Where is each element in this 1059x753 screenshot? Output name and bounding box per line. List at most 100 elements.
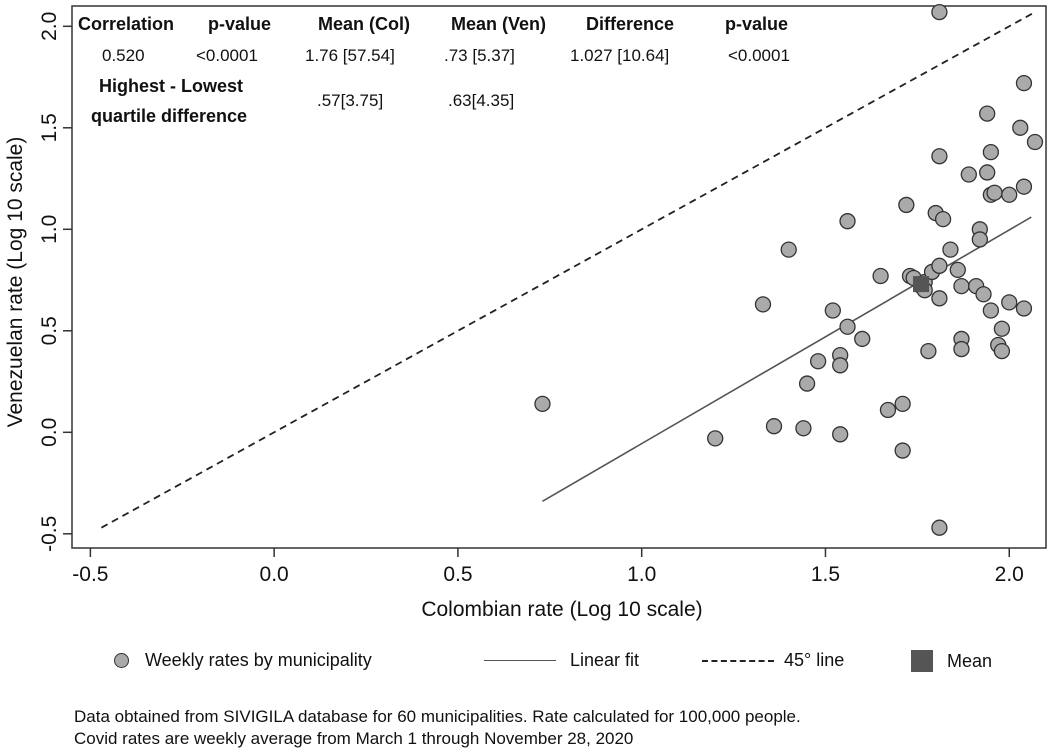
data-point bbox=[1001, 186, 1018, 203]
data-point bbox=[879, 401, 897, 419]
data-point bbox=[839, 213, 856, 230]
y-axis: -0.5 0.0 0.5 1.0 1.5 2.0 bbox=[38, 12, 72, 552]
data-point bbox=[979, 105, 996, 122]
footnote-line-2: Covid rates are weekly average from Marc… bbox=[74, 729, 634, 748]
data-point bbox=[1012, 119, 1029, 136]
data-point bbox=[795, 420, 812, 437]
solid-line-icon bbox=[484, 660, 556, 661]
data-point bbox=[920, 342, 937, 360]
quartile-label-line2: quartile difference bbox=[91, 106, 248, 126]
y-tick-label: 2.0 bbox=[38, 12, 61, 41]
square-marker-icon bbox=[911, 650, 933, 672]
data-point bbox=[707, 430, 724, 447]
legend-label-mean: Mean bbox=[947, 650, 993, 671]
quartile-value-col: .57[3.75] bbox=[317, 91, 384, 110]
data-point bbox=[934, 210, 952, 228]
scatter-chart: -0.50.00.51.01.52.0 -0.5 0.0 0.5 1.0 1.5 2.0 … bbox=[4, 3, 1047, 621]
footnotes: Data obtained from SIVIGILA database for… bbox=[74, 706, 801, 750]
reference-lines bbox=[100, 11, 1036, 529]
linear-fit-line bbox=[542, 216, 1032, 503]
dashed-line-icon bbox=[702, 659, 774, 662]
stat-header-correlation: Correlation bbox=[78, 14, 175, 34]
legend-label-fit: Linear fit bbox=[570, 650, 640, 670]
stat-header-p-value-2: p-value bbox=[725, 14, 789, 34]
data-point bbox=[1001, 294, 1018, 311]
data-point bbox=[832, 357, 849, 374]
data-point bbox=[982, 144, 1000, 161]
diagonal-45-line bbox=[100, 11, 1036, 529]
data-point bbox=[931, 519, 948, 536]
x-tick-label: 0.5 bbox=[443, 563, 472, 586]
legend-label-diag: 45° line bbox=[784, 650, 845, 670]
stat-header-difference: Difference bbox=[586, 14, 675, 34]
stat-value-difference: 1.027 [10.64] bbox=[570, 46, 670, 65]
stat-value-mean-ven: .73 [5.37] bbox=[444, 46, 515, 65]
stat-header-mean-col: Mean (Col) bbox=[318, 14, 410, 34]
x-tick-label: 1.0 bbox=[627, 563, 656, 586]
data-point bbox=[931, 148, 948, 165]
data-point bbox=[1015, 74, 1033, 92]
data-point bbox=[986, 184, 1003, 201]
quartile-value-ven: .63[4.35] bbox=[448, 91, 515, 110]
data-point bbox=[832, 426, 849, 443]
x-tick-label: 1.5 bbox=[811, 563, 840, 586]
stat-value-p-value: <0.0001 bbox=[196, 46, 258, 65]
y-tick-label: 0.0 bbox=[38, 418, 61, 447]
mean-square bbox=[913, 276, 930, 293]
circle-marker-icon bbox=[114, 653, 129, 668]
data-point bbox=[839, 318, 856, 335]
data-point bbox=[798, 375, 816, 392]
data-point bbox=[993, 342, 1011, 360]
data-point bbox=[931, 3, 948, 21]
data-points bbox=[534, 3, 1044, 536]
legend-label-points: Weekly rates by municipality bbox=[145, 650, 372, 670]
legend-item-mean: Mean bbox=[911, 650, 992, 672]
data-point bbox=[534, 395, 551, 413]
x-tick-label: 2.0 bbox=[995, 563, 1024, 586]
x-axis: -0.5 0.0 0.5 1.0 1.5 2.0 bbox=[72, 548, 1024, 586]
data-point bbox=[780, 241, 797, 258]
stat-value-p-value-2: <0.0001 bbox=[728, 46, 790, 65]
data-point bbox=[1015, 300, 1033, 317]
legend-item-diag: 45° line bbox=[702, 650, 844, 671]
data-point bbox=[894, 442, 911, 459]
y-tick-label: 0.5 bbox=[38, 316, 61, 345]
legend: Weekly rates by municipality Linear fit … bbox=[0, 650, 1059, 680]
y-tick-label: 1.5 bbox=[38, 113, 61, 142]
data-point bbox=[894, 395, 911, 413]
stat-value-mean-col: 1.76 [57.54] bbox=[305, 46, 395, 65]
x-axis-label: Colombian rate (Log 10 scale) bbox=[421, 598, 702, 621]
data-point bbox=[982, 302, 1000, 319]
data-point bbox=[765, 418, 783, 435]
data-point bbox=[975, 286, 992, 303]
y-tick-label: -0.5 bbox=[38, 516, 61, 552]
mean-marker bbox=[913, 276, 930, 293]
x-tick-label: 0.0 bbox=[260, 563, 289, 586]
data-point bbox=[942, 241, 959, 258]
data-point bbox=[949, 261, 966, 279]
data-point bbox=[824, 302, 841, 319]
footnote-line-1: Data obtained from SIVIGILA database for… bbox=[74, 707, 801, 726]
stat-header-p-value: p-value bbox=[208, 14, 272, 34]
y-tick-label: 1.0 bbox=[38, 215, 61, 244]
data-point bbox=[931, 290, 948, 307]
data-point bbox=[953, 277, 970, 295]
data-point bbox=[898, 196, 915, 214]
data-point bbox=[979, 164, 996, 181]
data-point bbox=[1015, 178, 1033, 195]
y-axis-label: Venezuelan rate (Log 10 scale) bbox=[4, 137, 27, 428]
data-point bbox=[953, 340, 970, 358]
stat-value-correlation: 0.520 bbox=[102, 46, 145, 65]
plot-frame bbox=[71, 5, 1047, 549]
x-tick-label: -0.5 bbox=[72, 563, 108, 586]
legend-item-fit: Linear fit bbox=[484, 650, 639, 671]
data-point bbox=[872, 267, 889, 285]
legend-item-points: Weekly rates by municipality bbox=[114, 650, 372, 671]
stat-header-mean-ven: Mean (Ven) bbox=[451, 14, 547, 34]
data-point bbox=[809, 353, 827, 370]
data-point bbox=[754, 296, 772, 313]
data-point bbox=[854, 330, 871, 348]
data-point bbox=[960, 166, 977, 183]
data-point bbox=[931, 257, 948, 274]
data-point bbox=[1026, 133, 1044, 151]
